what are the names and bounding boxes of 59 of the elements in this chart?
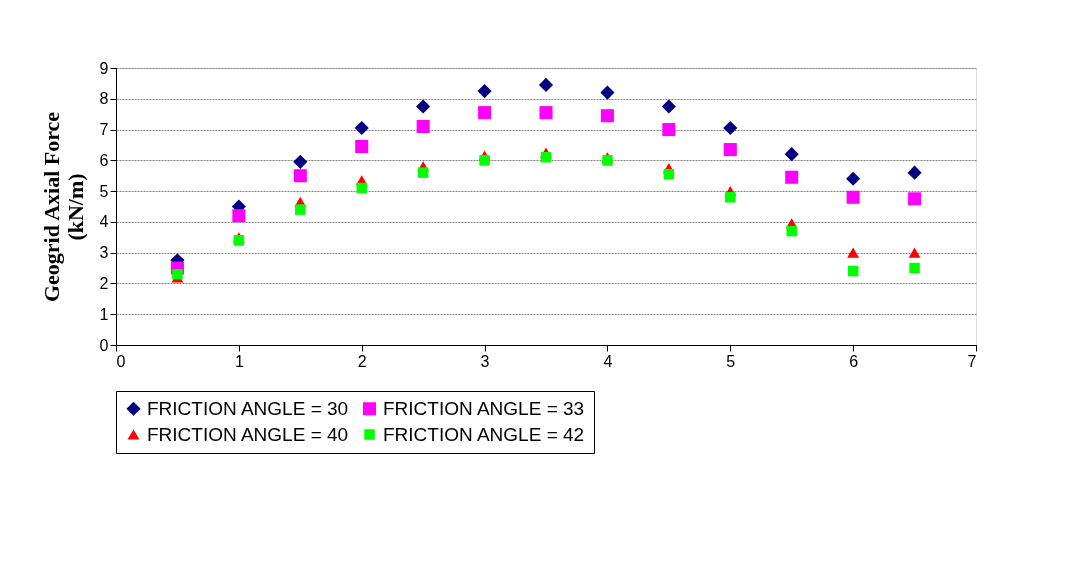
point — [479, 155, 490, 166]
x-tick-label: 4 — [603, 352, 613, 370]
point — [909, 262, 920, 274]
point — [600, 109, 614, 123]
y-tick-label: 9 — [99, 59, 109, 77]
point — [293, 169, 307, 183]
point — [661, 99, 676, 114]
point — [295, 204, 306, 215]
x-tick-label: 6 — [849, 352, 859, 370]
point — [478, 106, 492, 120]
legend-label: FRICTION ANGLE = 40 — [147, 423, 349, 445]
y-tick-label: 4 — [99, 213, 109, 231]
point — [786, 225, 797, 237]
point — [663, 168, 675, 180]
legend-label: FRICTION ANGLE = 42 — [383, 423, 585, 445]
point — [847, 265, 859, 277]
point — [232, 209, 246, 223]
y-tick-label: 3 — [99, 244, 109, 262]
legend-label: FRICTION ANGLE = 30 — [147, 397, 349, 419]
point — [662, 123, 676, 137]
point — [172, 268, 183, 280]
point — [600, 85, 615, 100]
point — [723, 143, 737, 157]
point — [416, 119, 430, 133]
point — [356, 182, 367, 194]
x-tick-label: 3 — [480, 352, 490, 370]
y-tick-label: 2 — [99, 274, 109, 292]
point — [417, 167, 429, 178]
point — [846, 190, 860, 204]
y-tick-label: 1 — [99, 305, 109, 323]
point — [539, 106, 553, 120]
x-tick-label: 5 — [726, 352, 736, 370]
point — [723, 120, 738, 136]
x-tick-label: 0 — [116, 352, 126, 370]
y-tick-label: 6 — [99, 151, 109, 169]
x-tick-label: 1 — [234, 352, 244, 370]
point — [354, 120, 369, 136]
point — [355, 139, 369, 153]
y-tick-label: 0 — [99, 336, 109, 354]
point — [784, 147, 799, 162]
point — [293, 154, 308, 169]
y-tick-label: 5 — [99, 182, 109, 200]
x-tick-label: 7 — [967, 352, 977, 370]
point — [908, 192, 922, 206]
legend-label: FRICTION ANGLE = 33 — [383, 397, 585, 419]
point — [785, 170, 799, 184]
point — [907, 165, 922, 180]
point — [846, 171, 861, 186]
point — [908, 247, 921, 258]
point — [416, 99, 431, 114]
y-tick-label: 7 — [99, 121, 109, 139]
y-axis-title: Geogrid Axial Force (kN/m) — [38, 111, 88, 303]
x-tick-label: 2 — [357, 352, 367, 370]
y-tick-label: 8 — [99, 90, 109, 108]
point — [477, 84, 492, 99]
point — [847, 247, 860, 258]
point — [540, 152, 552, 163]
point — [725, 192, 736, 203]
point — [538, 77, 554, 92]
